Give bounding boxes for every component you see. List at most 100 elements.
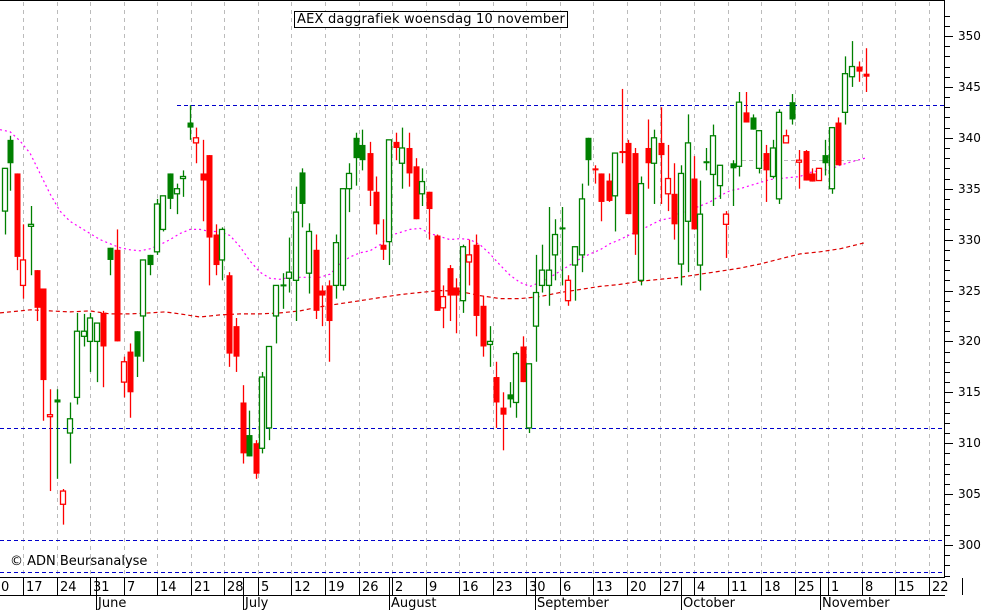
candle-body (100, 312, 107, 347)
candle-body (769, 147, 777, 178)
candle-body (179, 175, 187, 180)
copyright-label: © ADN Beursanalyse (10, 554, 148, 569)
candle-body (19, 259, 27, 287)
candle-body (730, 163, 737, 169)
month-label: September (537, 596, 609, 610)
candle-body (559, 227, 566, 230)
candle-body (632, 153, 639, 235)
x-tick-label: 16 (462, 580, 479, 595)
x-tick-label: 0 (1, 580, 10, 595)
candle-body (66, 418, 74, 434)
candle-body (625, 142, 632, 215)
candle-body (159, 195, 167, 231)
candle-body (815, 167, 823, 182)
candle-body (439, 295, 447, 309)
chart-title: AEX daggrafiek woensdag 10 november (294, 11, 569, 28)
x-tick-label: 20 (630, 580, 647, 595)
month-label: October (683, 596, 736, 610)
candle-body (393, 141, 400, 148)
candle-body (292, 211, 300, 281)
x-tick-label: 11 (731, 580, 748, 595)
candle-body (822, 155, 829, 164)
candle-body (226, 275, 233, 354)
x-tick-label: 28 (227, 580, 244, 595)
candle-body (200, 173, 207, 181)
candle-body (750, 117, 757, 130)
candle-body (380, 244, 387, 250)
candle-body (339, 188, 347, 287)
candle-body (763, 153, 770, 171)
candle-body (114, 249, 121, 342)
x-tick-label: 23 (496, 580, 513, 595)
candle-body (803, 151, 810, 181)
candle-body (240, 402, 247, 454)
candle-body (671, 193, 678, 225)
candle-body (187, 122, 194, 128)
candle-body (27, 223, 35, 227)
candle-body (645, 147, 652, 164)
candle-body (691, 178, 698, 230)
candle-body (564, 279, 572, 302)
x-tick-label: 27 (663, 580, 680, 595)
candle-body (532, 291, 540, 327)
candle-body (677, 172, 685, 265)
candle-body (512, 352, 520, 404)
y-tick-325: 325 (958, 284, 981, 298)
candle-body (782, 135, 790, 144)
candle-body (192, 137, 200, 144)
candle-body (637, 182, 645, 281)
candle-body (789, 102, 796, 120)
candle-body (809, 173, 816, 182)
candle-body (611, 152, 619, 197)
candle-body (551, 233, 559, 256)
candle-body (167, 173, 174, 199)
candle-body (520, 346, 527, 383)
candle-body (359, 144, 366, 161)
candle-body (418, 180, 426, 195)
y-tick-335: 335 (958, 182, 981, 196)
y-tick-350: 350 (958, 29, 981, 43)
candle-body (722, 213, 730, 225)
candle-body (426, 191, 433, 210)
candle-body (578, 198, 586, 256)
candle-body (856, 66, 863, 72)
x-tick-label: 19 (328, 580, 345, 595)
candle-body (258, 376, 266, 449)
candle-body (863, 73, 870, 77)
candle-body (703, 161, 710, 164)
candle-body (86, 317, 94, 343)
candle-body (14, 173, 21, 257)
candle-body (73, 330, 81, 399)
candle-body (120, 361, 128, 383)
y-tick-315: 315 (958, 385, 981, 399)
candle-body (80, 330, 88, 337)
candle-body (775, 111, 783, 200)
candle-body (272, 284, 280, 317)
candle-body (735, 101, 743, 167)
candle-body (319, 290, 326, 296)
candle-body (313, 249, 320, 311)
candle-body (493, 377, 500, 403)
x-tick-label: 7 (127, 580, 136, 595)
candle-body (658, 142, 665, 156)
y-tick-305: 305 (958, 487, 981, 501)
x-tick-label: 14 (160, 580, 177, 595)
candle-body (246, 435, 253, 457)
candle-body (139, 259, 147, 317)
candle-body (406, 147, 413, 174)
candle-body (206, 155, 213, 238)
candle-body (465, 254, 473, 263)
candle-body (213, 234, 220, 266)
candle-body (848, 65, 856, 78)
x-tick-label: 24 (60, 580, 77, 595)
candle-body (592, 168, 599, 171)
candle-body (46, 414, 54, 418)
candle-body (716, 164, 724, 187)
x-tick-label: 9 (429, 580, 438, 595)
candle-body (127, 351, 134, 393)
y-tick-310: 310 (958, 436, 981, 450)
candle-body (353, 137, 360, 159)
candle-body (447, 268, 454, 296)
candle-body (525, 363, 533, 429)
